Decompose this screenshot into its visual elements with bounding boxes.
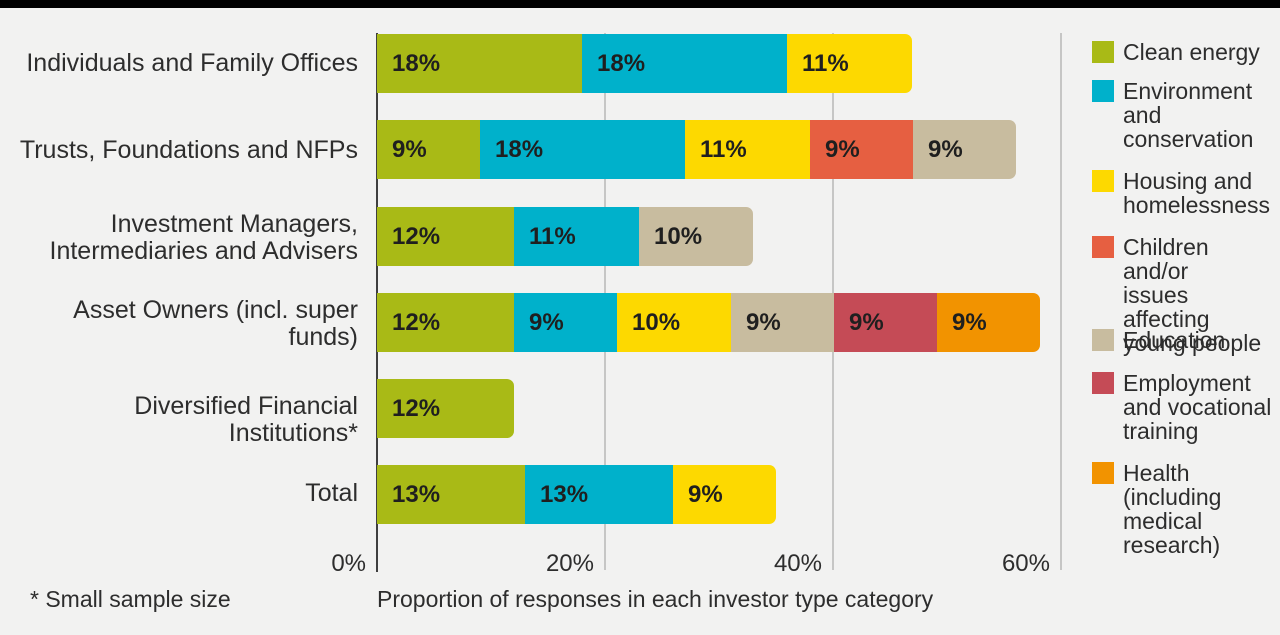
segment-value-label: 10% (632, 308, 681, 336)
bar-segment: 9% (377, 120, 480, 179)
segment-value-label: 18% (495, 135, 544, 163)
legend-label: Environment and conservation (1123, 78, 1254, 152)
category-label: Total (305, 479, 358, 507)
bar-row: 12% 11% 10% (377, 207, 753, 266)
bar-segment: 9% (834, 293, 937, 352)
segment-value-label: 9% (746, 308, 781, 336)
legend-swatch-clean-energy (1092, 41, 1114, 63)
bar-segment: 10% (639, 207, 753, 266)
segment-value-label: 9% (849, 308, 884, 336)
segment-value-label: 9% (688, 480, 723, 508)
segment-value-label: 9% (392, 135, 427, 163)
category-label: Trusts, Foundations and NFPs (19, 136, 358, 164)
bar-segment: 18% (377, 34, 582, 93)
legend-label: Housing and homelessness (1123, 168, 1271, 218)
bar-segment: 13% (377, 465, 525, 524)
legend-swatch-environment (1092, 80, 1114, 102)
category-label: Diversified Financial Institutions* (134, 392, 358, 447)
bar-segment: 11% (787, 34, 912, 93)
legend-label: Clean energy (1123, 39, 1260, 65)
legend-label: Employment and vocational training (1123, 370, 1272, 444)
legend-swatch-children (1092, 236, 1114, 258)
top-border-bar (0, 0, 1280, 8)
bar-segment: 9% (913, 120, 1016, 179)
segment-value-label: 11% (529, 222, 576, 250)
bar-row: 13% 13% 9% (377, 465, 776, 524)
segment-value-label: 18% (392, 49, 441, 77)
segment-value-label: 12% (392, 394, 441, 422)
gridline-60 (1060, 33, 1062, 570)
segment-value-label: 9% (825, 135, 860, 163)
bar-segment: 13% (525, 465, 673, 524)
legend-swatch-health (1092, 462, 1114, 484)
segment-value-label: 18% (597, 49, 646, 77)
bar-segment: 9% (810, 120, 913, 179)
legend-swatch-employment (1092, 372, 1114, 394)
x-tick-label: 60% (1001, 550, 1050, 577)
category-label: Individuals and Family Offices (26, 49, 358, 77)
bar-row: 12% 9% 10% 9% 9% 9% (377, 293, 1040, 352)
segment-value-label: 9% (529, 308, 564, 336)
segment-value-label: 9% (952, 308, 987, 336)
bar-segment: 9% (937, 293, 1040, 352)
legend-item: Clean energy (1092, 40, 1277, 64)
bar-segment: 9% (514, 293, 617, 352)
footnote: * Small sample size (30, 586, 231, 612)
bar-segment: 9% (731, 293, 834, 352)
legend-label: Children and/or issues affecting young p… (1123, 234, 1262, 356)
x-axis-title: Proportion of responses in each investor… (377, 586, 934, 612)
x-tick-label: 20% (545, 550, 594, 577)
bar-segment: 18% (480, 120, 685, 179)
legend-item: Employment and vocational training (1092, 371, 1277, 443)
legend-item: Housing and homelessness (1092, 169, 1277, 217)
x-tick-label: 40% (773, 550, 822, 577)
segment-value-label: 13% (540, 480, 589, 508)
bar-segment: 11% (514, 207, 639, 266)
legend-item: Children and/or issues affecting young p… (1092, 235, 1277, 355)
legend-item: Environment and conservation (1092, 79, 1277, 151)
segment-value-label: 11% (802, 49, 849, 77)
bar-segment: 11% (685, 120, 810, 179)
category-label: Asset Owners (incl. super funds) (73, 296, 358, 351)
legend-item: Health (including medical research) (1092, 461, 1277, 557)
segment-value-label: 12% (392, 222, 441, 250)
category-label: Investment Managers, Intermediaries and … (49, 210, 358, 265)
segment-value-label: 11% (700, 135, 747, 163)
segment-value-label: 10% (654, 222, 703, 250)
segment-value-label: 13% (392, 480, 441, 508)
segment-value-label: 9% (928, 135, 963, 163)
legend-label: Education (1123, 327, 1226, 353)
bar-segment: 12% (377, 207, 514, 266)
bar-segment: 18% (582, 34, 787, 93)
bar-segment: 10% (617, 293, 731, 352)
bar-segment: 12% (377, 293, 514, 352)
bar-segment: 12% (377, 379, 514, 438)
bar-row: 18% 18% 11% (377, 34, 912, 93)
segment-value-label: 12% (392, 308, 441, 336)
bar-row: 9% 18% 11% 9% 9% (377, 120, 1016, 179)
legend-swatch-education (1092, 329, 1114, 351)
bar-segment: 9% (673, 465, 776, 524)
legend-swatch-housing (1092, 170, 1114, 192)
bar-row: 12% (377, 379, 514, 438)
legend-item: Education (1092, 328, 1277, 352)
legend-label: Health (including medical research) (1123, 460, 1222, 558)
x-tick-label: 0% (331, 550, 366, 577)
